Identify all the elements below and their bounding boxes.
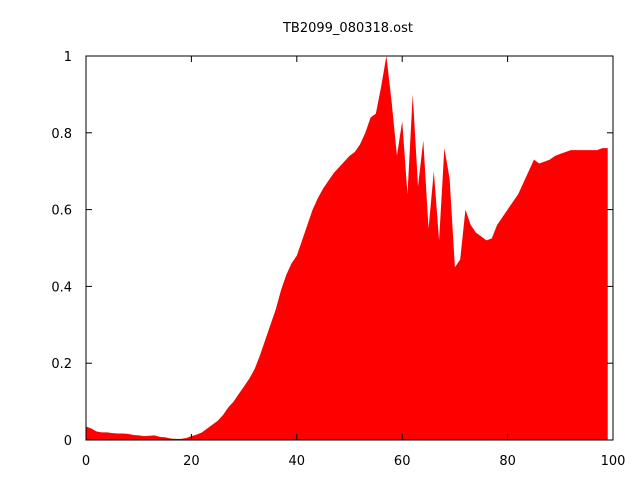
x-tick-label: 60 [394,454,411,469]
area-series [86,56,608,440]
y-tick-label: 0 [64,434,72,449]
y-tick-label: 0.2 [51,357,72,372]
plot-frame [85,55,614,441]
y-tick-label: 0.6 [51,204,72,219]
y-tick-label: 0.4 [51,280,72,295]
x-axis: 0 20 40 60 80 100 [82,56,626,469]
x-tick-label: 80 [499,454,516,469]
y-tick-label: 0.8 [51,127,72,142]
x-tick-label: 0 [82,454,90,469]
y-axis: 0 0.2 0.4 0.6 0.8 1 [51,50,613,449]
chart-title: TB2099_080318.ost [282,21,413,36]
x-tick-label: 40 [289,454,306,469]
x-tick-label: 100 [601,454,626,469]
y-tick-label: 1 [64,50,72,65]
x-tick-label: 20 [183,454,200,469]
area-series-0 [86,56,608,440]
